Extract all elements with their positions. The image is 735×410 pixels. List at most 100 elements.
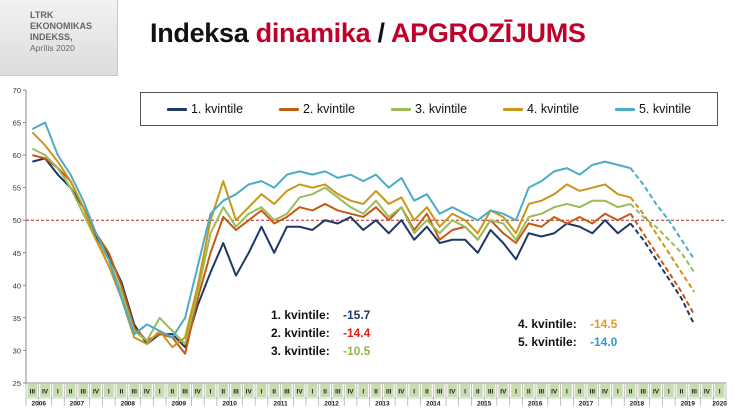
quarter-cell bbox=[231, 384, 241, 397]
annotation-row: 5. kvintile: -14.0 bbox=[518, 333, 676, 351]
quarter-cell bbox=[243, 384, 254, 397]
year-label: 2007 bbox=[70, 401, 85, 408]
quarter-cell bbox=[307, 384, 318, 397]
series-line-3 bbox=[31, 147, 631, 345]
annotation-value: -14.4 bbox=[343, 326, 371, 340]
quarter-cell bbox=[154, 384, 165, 397]
quarter-label: III bbox=[131, 389, 137, 396]
quarter-label: IV bbox=[246, 389, 253, 396]
quarter-label: I bbox=[210, 389, 212, 396]
legend-label: 1. kvintile bbox=[190, 102, 244, 116]
ltrk-badge: LTRK EKONOMIKAS INDEKSS, Aprīlis 2020 bbox=[0, 0, 118, 76]
y-tick-label: 40 bbox=[13, 281, 21, 290]
annotation-value: -15.7 bbox=[343, 308, 371, 322]
annotation-value: -10.5 bbox=[343, 344, 371, 358]
quarter-label: II bbox=[171, 389, 175, 396]
y-tick-label: 45 bbox=[13, 249, 21, 258]
quarter-label: IV bbox=[398, 389, 405, 396]
legend-swatch bbox=[278, 107, 299, 111]
quarter-cell bbox=[472, 384, 483, 397]
legend-swatch bbox=[166, 107, 187, 111]
quarter-cell bbox=[638, 384, 649, 397]
y-tick-label: 50 bbox=[13, 216, 21, 225]
annotation-row: 1. kvintile: -15.7 bbox=[271, 306, 409, 324]
year-label: 2019 bbox=[681, 401, 696, 408]
annotation-row: 2. kvintile: -14.4 bbox=[271, 324, 409, 342]
series-line-5 bbox=[31, 121, 631, 339]
quarter-label: III bbox=[284, 389, 290, 396]
year-label: 2018 bbox=[630, 401, 645, 408]
title-part-4: APGROZĪJUMS bbox=[390, 18, 586, 48]
quarter-label: II bbox=[120, 389, 124, 396]
y-tick-label: 65 bbox=[13, 119, 21, 128]
quarter-label: III bbox=[691, 389, 697, 396]
quarter-label: I bbox=[566, 389, 568, 396]
quarter-label: II bbox=[374, 389, 378, 396]
quarter-cell bbox=[498, 384, 509, 397]
quarter-label: I bbox=[261, 389, 263, 396]
quarter-label: II bbox=[629, 389, 633, 396]
quarter-cell bbox=[383, 384, 394, 397]
series-forecast-3 bbox=[629, 203, 696, 273]
quarter-cell bbox=[167, 384, 178, 397]
annotation-label: 3. kvintile: bbox=[271, 344, 330, 358]
quarter-cell bbox=[511, 384, 521, 397]
quarter-cell bbox=[562, 384, 572, 397]
quarter-cell bbox=[65, 384, 76, 397]
quarter-label: II bbox=[578, 389, 582, 396]
y-tick-label: 70 bbox=[13, 86, 21, 95]
quarter-label: IV bbox=[602, 389, 609, 396]
year-label: 2013 bbox=[375, 401, 390, 408]
change-annotations-right: 4. kvintile: -14.5 5. kvintile: -14.0 bbox=[512, 313, 682, 353]
quarter-cell bbox=[612, 384, 623, 397]
change-annotations-left: 1. kvintile: -15.7 2. kvintile: -14.4 3. kvi… bbox=[265, 304, 415, 362]
annotation-row: 3. kvintile: -10.5 bbox=[271, 342, 409, 360]
quarter-label: III bbox=[233, 389, 239, 396]
year-label: 2016 bbox=[528, 401, 543, 408]
quarter-label: I bbox=[159, 389, 161, 396]
chart-title: Indeksa dinamika / APGROZĪJUMS bbox=[150, 18, 586, 49]
quarter-label: II bbox=[221, 389, 225, 396]
year-label: 2017 bbox=[579, 401, 594, 408]
badge-line-1: LTRK bbox=[30, 10, 54, 20]
quarter-cell bbox=[409, 384, 420, 397]
legend-swatch bbox=[502, 107, 523, 111]
year-label: 2014 bbox=[426, 401, 441, 408]
quarter-label: IV bbox=[449, 389, 456, 396]
quarter-label: III bbox=[539, 389, 545, 396]
chart-legend: 1. kvintile 2. kvintile 3. kvintile 4. kvin… bbox=[140, 92, 718, 126]
series-forecast-1 bbox=[629, 222, 696, 325]
legend-swatch bbox=[614, 107, 635, 111]
annotation-label: 5. kvintile: bbox=[518, 335, 577, 349]
year-label: 2009 bbox=[171, 401, 186, 408]
quarter-cell bbox=[600, 384, 610, 397]
year-label: 2008 bbox=[121, 401, 136, 408]
quarter-cell bbox=[702, 384, 712, 397]
quarter-cell bbox=[587, 384, 598, 397]
title-part-3: / bbox=[370, 18, 391, 48]
quarter-label: III bbox=[30, 389, 36, 396]
quarter-label: I bbox=[362, 389, 364, 396]
year-label: 2010 bbox=[222, 401, 237, 408]
quarter-label: II bbox=[680, 389, 684, 396]
quarter-label: I bbox=[108, 389, 110, 396]
badge-line-2: EKONOMIKAS bbox=[30, 21, 93, 31]
quarter-cell bbox=[625, 384, 636, 397]
annotation-label: 4. kvintile: bbox=[518, 317, 577, 331]
year-label: 2006 bbox=[31, 401, 46, 408]
quarter-label: IV bbox=[551, 389, 558, 396]
quarter-label: IV bbox=[704, 389, 711, 396]
quarter-cell bbox=[180, 384, 190, 397]
y-tick-label: 25 bbox=[13, 379, 21, 388]
quarter-cell bbox=[358, 384, 369, 397]
quarter-cell bbox=[116, 384, 127, 397]
quarter-label: IV bbox=[347, 389, 354, 396]
quarter-cell bbox=[192, 384, 203, 397]
quarter-cell bbox=[103, 384, 114, 397]
title-part-2: dinamika bbox=[255, 18, 371, 48]
series-forecast-2 bbox=[629, 213, 696, 316]
quarter-cell bbox=[422, 384, 432, 397]
quarter-label: I bbox=[668, 389, 670, 396]
quarter-label: I bbox=[617, 389, 619, 396]
quarter-cell bbox=[27, 384, 38, 397]
